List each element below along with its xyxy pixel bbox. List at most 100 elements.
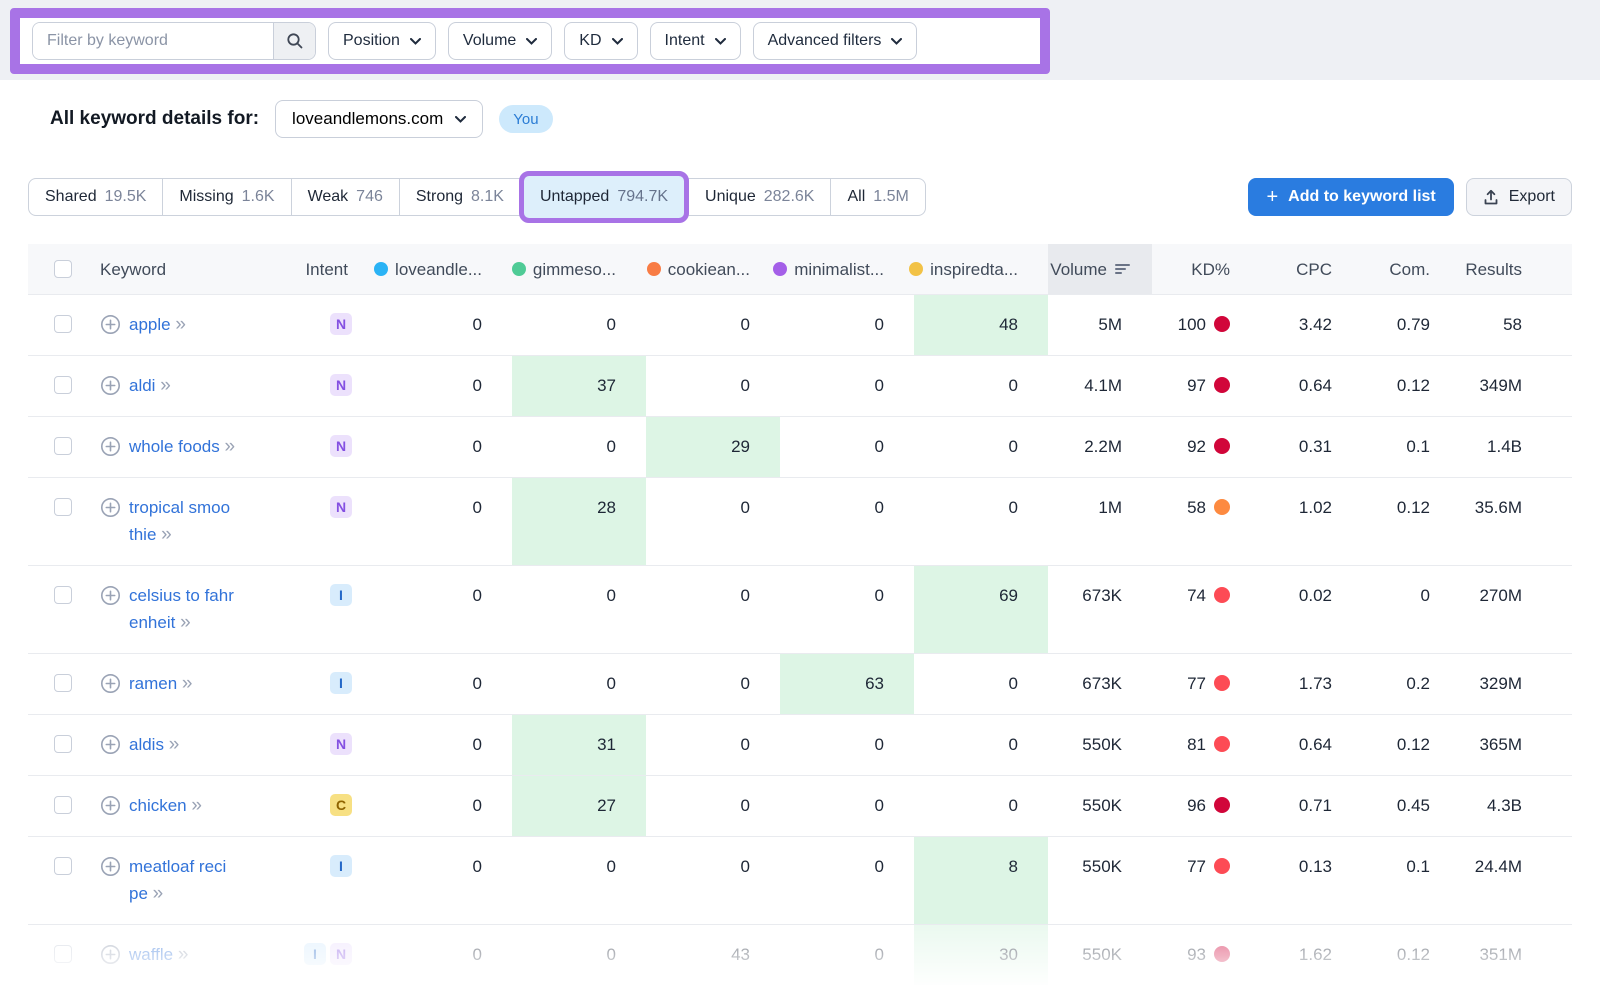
row-checkbox[interactable] (54, 586, 72, 604)
kd-filter-dropdown[interactable]: KD (564, 22, 637, 60)
open-keyword-icon[interactable]: » (153, 883, 163, 904)
add-keyword-icon[interactable] (100, 585, 121, 606)
open-keyword-icon[interactable]: » (180, 612, 190, 633)
com-cell: 0 (1362, 566, 1460, 653)
position-cell: 0 (512, 837, 646, 924)
open-keyword-icon[interactable]: » (160, 375, 170, 396)
com-cell: 0.79 (1362, 295, 1460, 355)
open-keyword-icon[interactable]: » (161, 524, 171, 545)
competitor-column-header[interactable]: minimalist... (780, 244, 914, 294)
row-checkbox[interactable] (54, 376, 72, 394)
kd-cell: 77 (1152, 654, 1264, 714)
add-keyword-icon[interactable] (100, 944, 121, 965)
keyword-column-header[interactable]: Keyword (74, 244, 304, 294)
open-keyword-icon[interactable]: » (169, 734, 179, 755)
open-keyword-icon[interactable]: » (175, 314, 185, 335)
competitor-column-header[interactable]: loveandle... (378, 244, 512, 294)
results-column-header[interactable]: Results (1460, 244, 1572, 294)
keyword-link[interactable]: aldi (129, 376, 155, 395)
row-checkbox[interactable] (54, 945, 72, 963)
intent-filter-dropdown[interactable]: Intent (650, 22, 741, 60)
open-keyword-icon[interactable]: » (224, 436, 234, 457)
add-keyword-icon[interactable] (100, 734, 121, 755)
add-keyword-icon[interactable] (100, 375, 121, 396)
position-cell: 0 (646, 715, 780, 775)
table-row: aldis » N 031000 550K 81 0.64 0.12 365M (28, 714, 1572, 775)
add-keyword-icon[interactable] (100, 795, 121, 816)
keyword-filter-input[interactable] (33, 23, 273, 59)
intent-badge-i: I (330, 584, 352, 606)
row-checkbox[interactable] (54, 735, 72, 753)
volume-column-header[interactable]: Volume (1048, 244, 1152, 294)
cpc-column-header[interactable]: CPC (1264, 244, 1362, 294)
keyword-cell: whole foods » (74, 417, 304, 477)
export-button[interactable]: Export (1466, 178, 1572, 216)
row-checkbox[interactable] (54, 498, 72, 516)
position-cell: 0 (780, 925, 914, 985)
search-button[interactable] (273, 23, 315, 59)
add-keyword-icon[interactable] (100, 314, 121, 335)
keyword-link[interactable]: ramen (129, 674, 177, 693)
tab-untapped[interactable]: Untapped794.7K (519, 171, 689, 223)
open-keyword-icon[interactable]: » (182, 673, 192, 694)
select-all-cell (28, 244, 74, 294)
row-checkbox[interactable] (54, 674, 72, 692)
competitor-dot-icon (909, 262, 923, 276)
kd-cell: 93 (1152, 925, 1264, 985)
export-label: Export (1509, 188, 1555, 206)
select-all-checkbox[interactable] (54, 260, 72, 278)
tab-all[interactable]: All1.5M (830, 179, 924, 215)
row-checkbox[interactable] (54, 857, 72, 875)
competitor-column-header[interactable]: gimmeso... (512, 244, 646, 294)
intent-column-header[interactable]: Intent (304, 244, 378, 294)
table-header-row: Keyword Intent loveandle... gimmeso...coo… (28, 244, 1572, 294)
position-cell: 0 (646, 654, 780, 714)
keyword-link[interactable]: chicken (129, 796, 187, 815)
keyword-text-wrap: celsius to fahr enheit » (129, 582, 234, 636)
open-keyword-icon[interactable]: » (178, 944, 188, 965)
keyword-link[interactable]: meatloaf reci pe (129, 857, 226, 903)
tab-strong[interactable]: Strong8.1K (399, 179, 520, 215)
competitor-label: loveandle... (395, 256, 482, 283)
domain-selector-dropdown[interactable]: loveandlemons.com (275, 100, 483, 138)
keyword-link[interactable]: whole foods (129, 437, 220, 456)
keyword-link[interactable]: waffle (129, 945, 173, 964)
row-select-cell (28, 925, 74, 985)
kd-value: 93 (1187, 941, 1206, 968)
position-cell: 0 (914, 654, 1048, 714)
add-keyword-icon[interactable] (100, 436, 121, 457)
add-to-keyword-list-button[interactable]: + Add to keyword list (1248, 178, 1453, 216)
keyword-link[interactable]: aldis (129, 735, 164, 754)
com-column-header[interactable]: Com. (1362, 244, 1460, 294)
com-cell: 0.1 (1362, 417, 1460, 477)
tab-shared[interactable]: Shared19.5K (29, 179, 162, 215)
keyword-text-wrap: ramen » (129, 670, 192, 697)
tab-weak[interactable]: Weak746 (291, 179, 399, 215)
position-cell: 48 (914, 295, 1048, 355)
row-checkbox[interactable] (54, 437, 72, 455)
position-cell: 8 (914, 837, 1048, 924)
tab-missing[interactable]: Missing1.6K (162, 179, 290, 215)
position-filter-dropdown[interactable]: Position (328, 22, 436, 60)
kd-value: 100 (1178, 311, 1206, 338)
competitor-column-header[interactable]: cookiean... (646, 244, 780, 294)
advanced-filters-dropdown[interactable]: Advanced filters (753, 22, 918, 60)
intent-badge-n: N (330, 435, 352, 457)
kd-column-header[interactable]: KD% (1152, 244, 1264, 294)
keyword-link[interactable]: apple (129, 315, 171, 334)
cpc-cell: 0.71 (1264, 776, 1362, 836)
keyword-link[interactable]: tropical smoo thie (129, 498, 230, 544)
open-keyword-icon[interactable]: » (191, 795, 201, 816)
add-keyword-icon[interactable] (100, 673, 121, 694)
competitor-column-header[interactable]: inspiredta... (914, 244, 1048, 294)
volume-filter-dropdown[interactable]: Volume (448, 22, 552, 60)
add-keyword-icon[interactable] (100, 497, 121, 518)
com-cell: 0.2 (1362, 654, 1460, 714)
kd-value: 81 (1187, 731, 1206, 758)
add-keyword-icon[interactable] (100, 856, 121, 877)
position-cell: 0 (646, 837, 780, 924)
row-checkbox[interactable] (54, 796, 72, 814)
tab-unique[interactable]: Unique282.6K (688, 179, 830, 215)
position-cell: 0 (780, 478, 914, 565)
row-checkbox[interactable] (54, 315, 72, 333)
